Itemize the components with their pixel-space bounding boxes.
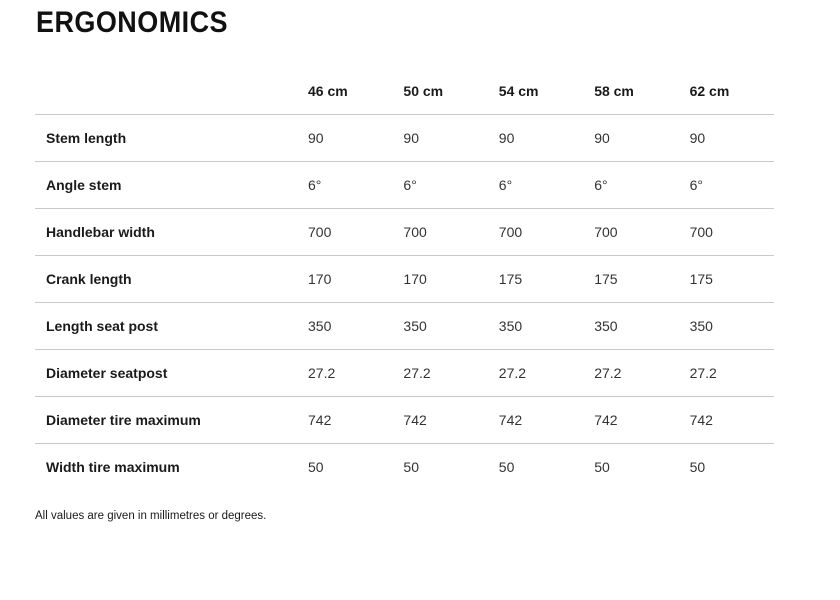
spec-value: 742 [392,396,488,444]
row-label: Crank length [35,255,298,303]
spec-value: 350 [487,302,584,350]
table-row-diameter-tire-maximum: Diameter tire maximum 742 742 742 742 74… [35,396,774,444]
spec-value: 50 [594,459,610,475]
spec-value: 700 [487,208,584,256]
row-label: Angle stem [35,161,298,209]
spec-value: 27.2 [583,349,679,397]
spec-value: 350 [297,302,393,350]
spec-value: 742 [487,396,584,444]
spec-value: 742 [583,396,679,444]
spec-value: 90 [583,114,679,162]
spec-value: 90 [487,114,584,162]
spec-value: 50 [498,459,515,475]
row-label: Length seat post [35,302,298,350]
page-title: ERGONOMICS [36,6,229,39]
row-label: Handlebar width [35,208,298,256]
spec-value: 27.2 [678,349,774,397]
spec-value: 90 [678,114,774,162]
spec-value: 700 [583,208,679,256]
footnote: All values are given in millimetres or d… [35,510,267,522]
spec-value: 50 [403,459,419,475]
header-row: 46 cm 50 cm 54 cm 58 cm 62 cm [35,68,774,115]
header-spacer [35,68,298,115]
spec-value: 700 [297,208,393,256]
table-row-stem-length: Stem length 90 90 90 90 90 [35,114,774,162]
column-header-46cm: 46 cm [297,68,393,115]
table-row-angle-stem: Angle stem 6° 6° 6° 6° 6° [35,161,774,209]
spec-value: 90 [392,114,488,162]
spec-value: 27.2 [487,349,584,397]
spec-value: 27.2 [297,349,393,397]
table-row-width-tire-maximum: Width tire maximum 50 50 50 50 50 [35,444,774,491]
spec-value: 175 [583,255,679,303]
spec-value: 6° [297,161,393,209]
spec-value: 742 [678,396,774,444]
spec-value: 6° [487,161,584,209]
spec-value: 170 [392,255,488,303]
spec-value: 175 [678,255,774,303]
spec-value: 6° [678,161,774,209]
ergonomics-spec-table: 46 cm 50 cm 54 cm 58 cm 62 cm Stem lengt… [35,68,774,490]
spec-value: 50 [689,459,706,475]
column-header-58cm: 58 cm [583,68,679,115]
spec-value: 90 [297,114,393,162]
table-row-handlebar-width: Handlebar width 700 700 700 700 700 [35,208,774,256]
column-header-62cm: 62 cm [678,68,774,115]
spec-value: 6° [392,161,488,209]
row-label: Width tire maximum [46,459,180,475]
row-label: Stem length [35,114,298,162]
spec-value: 350 [392,302,488,350]
spec-value: 700 [392,208,488,256]
spec-value: 170 [297,255,393,303]
row-label: Diameter seatpost [35,349,298,397]
spec-value: 175 [487,255,584,303]
column-header-50cm: 50 cm [392,68,488,115]
column-header-54cm: 54 cm [487,68,584,115]
spec-value: 742 [297,396,393,444]
spec-value: 350 [678,302,774,350]
spec-value: 6° [583,161,679,209]
spec-value: 700 [678,208,774,256]
spec-value: 350 [583,302,679,350]
table-row-diameter-seatpost: Diameter seatpost 27.2 27.2 27.2 27.2 27… [35,349,774,397]
spec-value: 27.2 [392,349,488,397]
row-label: Diameter tire maximum [35,396,298,444]
spec-value: 50 [308,459,324,475]
table-row-length-seat-post: Length seat post 350 350 350 350 350 [35,302,774,350]
table-row-crank-length: Crank length 170 170 175 175 175 [35,255,774,303]
